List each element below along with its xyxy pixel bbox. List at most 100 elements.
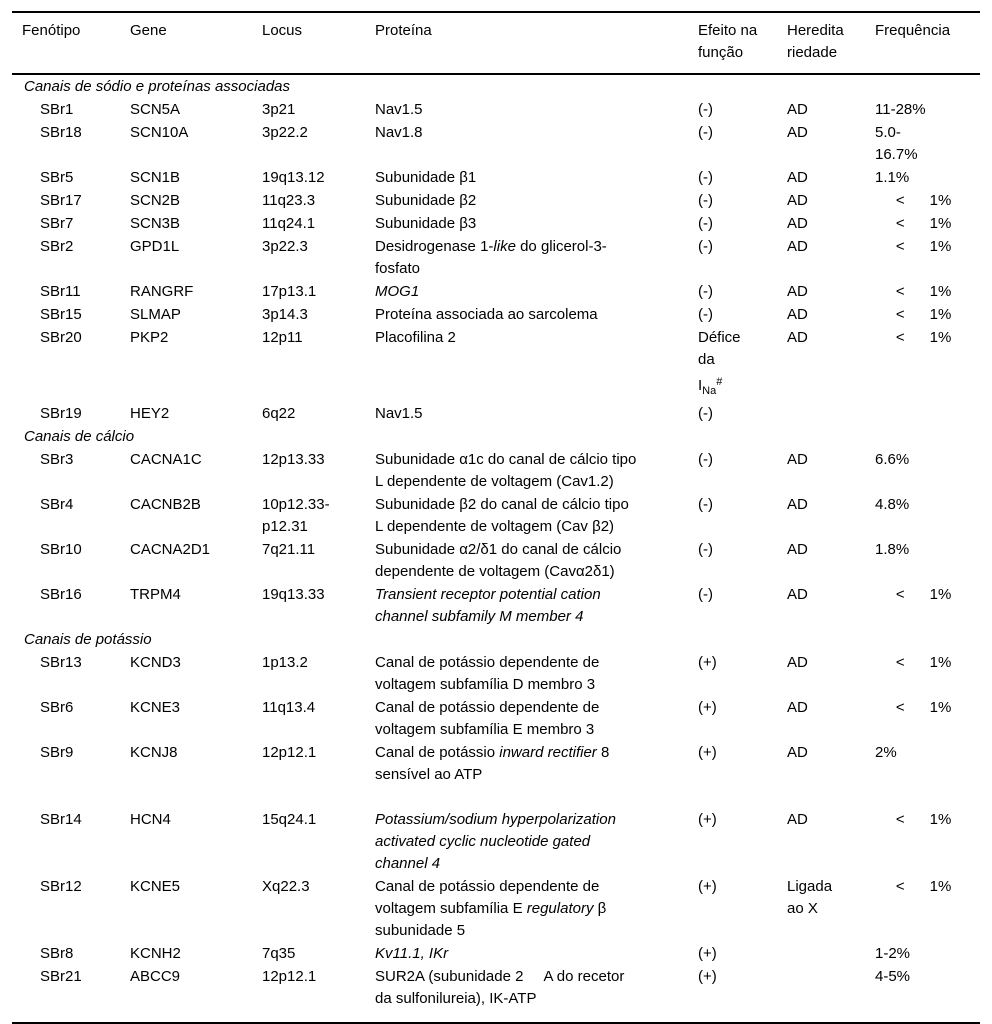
column-header-effect: Efeito na função (698, 22, 758, 61)
column-header-heredity: Heredita riedade (787, 22, 844, 61)
cell-heredity: AD (787, 496, 808, 513)
cell-effect: (+) (698, 811, 717, 828)
column-header-gene: Gene (130, 22, 167, 39)
table-row: SBr12 KCNE5 Xq22.3 Canal de potássio depend… (12, 875, 980, 942)
table-row: SBr11 RANGRF 17p13.1 MOG1 (-) AD < 1% (12, 280, 980, 303)
cell-frequency: < 1% (875, 586, 952, 603)
table-row: SBr1 SCN5A 3p21 Nav1.5 (-) AD 11-28% (12, 98, 980, 121)
cell-effect: (-) (698, 169, 713, 186)
cell-heredity: AD (787, 699, 808, 716)
cell-effect: (+) (698, 945, 717, 962)
cell-phenotype: SBr1 (40, 101, 74, 118)
cell-effect: (-) (698, 238, 713, 255)
column-header-locus: Locus (262, 22, 303, 39)
cell-frequency (865, 402, 980, 425)
cell-locus: 12p11 (262, 329, 303, 346)
cell-heredity: Ligada ao X (787, 878, 833, 917)
cell-gene: CACNB2B (130, 496, 201, 513)
cell-heredity: AD (787, 306, 808, 323)
cell-phenotype: SBr2 (40, 238, 74, 255)
cell-protein: Nav1.5 (375, 405, 423, 422)
table-row: SBr4 CACNB2B 10p12.33- p12.31 Subunidade β2… (12, 493, 980, 538)
cell-locus: 7q35 (262, 945, 296, 962)
cell-phenotype: SBr12 (40, 878, 82, 895)
table-row: SBr3 CACNA1C 12p13.33 Subunidade α1c do can… (12, 448, 980, 493)
cell-gene: KCNE5 (130, 878, 181, 895)
cell-locus: 3p22.3 (262, 238, 308, 255)
cell-protein: Subunidade β1 (375, 169, 477, 186)
cell-frequency: < 1% (875, 654, 952, 671)
cell-phenotype: SBr16 (40, 586, 82, 603)
section-title: Canais de cálcio (24, 428, 135, 445)
cell-effect: (-) (698, 405, 713, 422)
cell-protein: Subunidade α1c do canal de cálcio tipo L… (375, 451, 637, 490)
cell-locus: 12p12.1 (262, 968, 317, 985)
cell-phenotype: SBr4 (40, 496, 74, 513)
cell-effect: (-) (698, 101, 713, 118)
cell-protein: Canal de potássio dependente de voltagem… (375, 699, 600, 738)
table-row: SBr18 SCN10A 3p22.2 Nav1.8 (-) AD 5.0- 16.7% (12, 121, 980, 166)
table-row: SBr10 CACNA2D1 7q21.11 Subunidade α2/δ1 do … (12, 538, 980, 583)
cell-locus: Xq22.3 (262, 878, 310, 895)
cell-protein: Desidrogenase 1-like do glicerol-3- fosf… (375, 238, 607, 277)
cell-heredity: AD (787, 215, 808, 232)
table-row: SBr17 SCN2B 11q23.3 Subunidade β2 (-) AD < 1% (12, 189, 980, 212)
cell-heredity: AD (787, 654, 808, 671)
cell-heredity (777, 402, 865, 425)
cell-phenotype: SBr3 (40, 451, 74, 468)
cell-heredity: AD (787, 451, 808, 468)
cell-protein: Canal de potássio dependente de voltagem… (375, 878, 607, 939)
cell-protein: Subunidade β2 (375, 192, 477, 209)
cell-heredity: AD (787, 101, 808, 118)
cell-locus: 11q23.3 (262, 192, 316, 209)
table-header: Fenótipo Gene Locus Proteína Efeito na f… (12, 12, 980, 74)
cell-frequency: < 1% (875, 192, 952, 209)
cell-heredity: AD (787, 124, 808, 141)
cell-phenotype: SBr20 (40, 329, 82, 346)
cell-gene: SCN5A (130, 101, 181, 118)
cell-effect: (+) (698, 744, 717, 761)
genetics-table: Fenótipo Gene Locus Proteína Efeito na f… (12, 11, 980, 1024)
cell-phenotype: SBr9 (40, 744, 74, 761)
cell-protein: Potassium/sodium hyperpolarization activ… (375, 811, 616, 872)
section-title: Canais de potássio (24, 631, 152, 648)
cell-heredity: AD (787, 744, 808, 761)
cell-locus: 1p13.2 (262, 654, 308, 671)
cell-frequency: < 1% (875, 283, 952, 300)
cell-phenotype: SBr8 (40, 945, 74, 962)
cell-protein: SUR2A (subunidade 2 A do recetor da sulf… (375, 968, 625, 1007)
cell-locus: 3p14.3 (262, 306, 308, 323)
table-row: SBr13 KCND3 1p13.2 Canal de potássio depend… (12, 651, 980, 696)
cell-effect: (-) (698, 451, 713, 468)
section-row: Canais de sódio e proteínas associadas (12, 74, 980, 98)
cell-heredity: AD (787, 283, 808, 300)
column-header-frequency: Frequência (875, 22, 951, 39)
cell-gene: RANGRF (130, 283, 194, 300)
cell-effect: (+) (698, 699, 717, 716)
cell-effect: (-) (698, 283, 713, 300)
cell-gene: SCN2B (130, 192, 181, 209)
cell-locus: 7q21.11 (262, 541, 316, 558)
cell-frequency: 1.8% (875, 541, 910, 558)
cell-heredity (777, 942, 865, 965)
cell-phenotype: SBr15 (40, 306, 82, 323)
table-row: SBr21 ABCC9 12p12.1 SUR2A (subunidade 2 A d… (12, 965, 980, 1023)
cell-frequency: < 1% (875, 306, 952, 323)
cell-frequency: 4.8% (875, 496, 910, 513)
cell-gene: SCN3B (130, 215, 181, 232)
cell-gene: SLMAP (130, 306, 181, 323)
cell-gene: GPD1L (130, 238, 180, 255)
cell-phenotype: SBr21 (40, 968, 82, 985)
cell-frequency: 1-2% (875, 945, 911, 962)
cell-gene: PKP2 (130, 329, 169, 346)
cell-effect: (-) (698, 496, 713, 513)
cell-phenotype: SBr6 (40, 699, 74, 716)
cell-heredity: AD (787, 192, 808, 209)
cell-locus: 12p13.33 (262, 451, 325, 468)
header-row: Fenótipo Gene Locus Proteína Efeito na f… (12, 12, 980, 74)
cell-protein: Subunidade β2 do canal de cálcio tipo L … (375, 496, 629, 535)
cell-frequency: < 1% (875, 215, 952, 232)
cell-frequency: 6.6% (875, 451, 910, 468)
cell-heredity: AD (787, 541, 808, 558)
